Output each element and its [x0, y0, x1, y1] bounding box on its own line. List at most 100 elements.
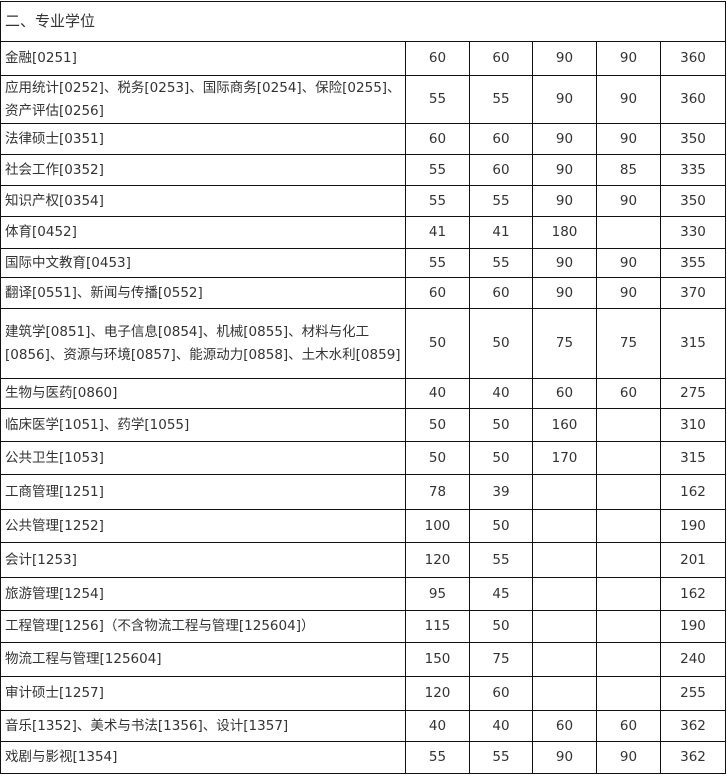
program-name: 工商管理[1251]: [0, 474, 406, 510]
score-col-1: 115: [405, 610, 470, 643]
total-score: 255: [659, 676, 727, 711]
score-col-4: 90: [596, 123, 661, 155]
score-col-3: 90: [532, 154, 597, 186]
score-col-1: 55: [405, 75, 470, 124]
score-col-3: [532, 676, 597, 711]
score-col-1: 120: [405, 676, 470, 711]
table-row: 应用统计[0252]、税务[0253]、国际商务[0254]、保险[0255]、…: [0, 75, 727, 124]
table-row: 临床医学[1051]、药学[1055] 50 50 160 310: [0, 408, 727, 442]
program-name: 建筑学[0851]、电子信息[0854]、机械[0855]、材料与化工[0856…: [0, 308, 406, 379]
score-col-4: 90: [596, 741, 661, 774]
total-score: 360: [659, 75, 727, 124]
score-col-4: [596, 509, 661, 543]
score-col-2: 40: [469, 710, 533, 742]
program-name: 戏剧与影视[1354]: [0, 741, 406, 774]
program-name: 会计[1253]: [0, 542, 406, 578]
score-col-3: 160: [532, 408, 597, 442]
score-col-4: 60: [596, 378, 661, 409]
score-col-2: 55: [469, 185, 533, 217]
program-name: 旅游管理[1254]: [0, 577, 406, 611]
table-row: 知识产权[0354] 55 55 90 90 350: [0, 185, 727, 217]
table-row: 戏剧与影视[1354] 55 55 90 90 362: [0, 741, 727, 774]
score-col-1: 55: [405, 154, 470, 186]
total-score: 162: [659, 577, 727, 611]
score-col-2: 41: [469, 216, 533, 249]
score-col-3: 90: [532, 41, 597, 76]
program-name: 公共管理[1252]: [0, 509, 406, 543]
score-col-4: [596, 474, 661, 510]
score-col-3: 75: [532, 308, 597, 379]
program-name: 物流工程与管理[125604]: [0, 642, 406, 677]
score-col-3: 60: [532, 378, 597, 409]
section-title: 二、专业学位: [0, 1, 727, 42]
score-col-1: 50: [405, 408, 470, 442]
score-col-3: 60: [532, 710, 597, 742]
score-col-4: 90: [596, 248, 661, 278]
score-col-2: 40: [469, 378, 533, 409]
program-name: 知识产权[0354]: [0, 185, 406, 217]
score-col-2: 50: [469, 408, 533, 442]
total-score: 240: [659, 642, 727, 677]
table-row: 音乐[1352]、美术与书法[1356]、设计[1357] 40 40 60 60 362: [0, 710, 727, 742]
total-score: 190: [659, 610, 727, 643]
program-name: 公共卫生[1053]: [0, 441, 406, 475]
total-score: 315: [659, 308, 727, 379]
score-col-1: 40: [405, 710, 470, 742]
table-row: 建筑学[0851]、电子信息[0854]、机械[0855]、材料与化工[0856…: [0, 308, 727, 379]
section-header-row: 二、专业学位: [0, 1, 727, 42]
table-row: 公共管理[1252] 100 50 190: [0, 509, 727, 543]
score-col-4: [596, 542, 661, 578]
score-col-2: 75: [469, 642, 533, 677]
table-row: 国际中文教育[0453] 55 55 90 90 355: [0, 248, 727, 278]
score-col-3: 90: [532, 248, 597, 278]
score-col-4: [596, 577, 661, 611]
total-score: 190: [659, 509, 727, 543]
score-col-3: 170: [532, 441, 597, 475]
score-col-1: 60: [405, 41, 470, 76]
score-col-3: [532, 474, 597, 510]
table-row: 物流工程与管理[125604] 150 75 240: [0, 642, 727, 677]
score-col-1: 60: [405, 123, 470, 155]
total-score: 370: [659, 277, 727, 309]
score-col-1: 55: [405, 248, 470, 278]
score-col-4: 90: [596, 75, 661, 124]
table-row: 法律硕士[0351] 60 60 90 90 350: [0, 123, 727, 155]
program-name: 国际中文教育[0453]: [0, 248, 406, 278]
table-row: 体育[0452] 41 41 180 330: [0, 216, 727, 249]
score-col-1: 41: [405, 216, 470, 249]
table-row: 工商管理[1251] 78 39 162: [0, 474, 727, 510]
total-score: 335: [659, 154, 727, 186]
score-col-2: 50: [469, 509, 533, 543]
score-col-4: 60: [596, 710, 661, 742]
score-col-3: [532, 610, 597, 643]
score-col-4: [596, 610, 661, 643]
score-col-2: 55: [469, 75, 533, 124]
program-name: 应用统计[0252]、税务[0253]、国际商务[0254]、保险[0255]、…: [0, 75, 406, 124]
score-col-3: [532, 642, 597, 677]
score-col-1: 120: [405, 542, 470, 578]
score-col-2: 50: [469, 610, 533, 643]
score-col-4: 90: [596, 41, 661, 76]
score-col-3: [532, 542, 597, 578]
program-name: 金融[0251]: [0, 41, 406, 76]
score-col-1: 100: [405, 509, 470, 543]
score-col-2: 60: [469, 676, 533, 711]
score-col-3: 90: [532, 75, 597, 124]
total-score: 201: [659, 542, 727, 578]
score-col-2: 55: [469, 542, 533, 578]
table-row: 会计[1253] 120 55 201: [0, 542, 727, 578]
total-score: 275: [659, 378, 727, 409]
score-col-1: 55: [405, 741, 470, 774]
program-name: 临床医学[1051]、药学[1055]: [0, 408, 406, 442]
score-col-4: 75: [596, 308, 661, 379]
score-col-1: 50: [405, 308, 470, 379]
score-col-1: 50: [405, 441, 470, 475]
total-score: 362: [659, 710, 727, 742]
score-col-3: 180: [532, 216, 597, 249]
score-col-2: 60: [469, 41, 533, 76]
score-col-1: 78: [405, 474, 470, 510]
table-row: 翻译[0551]、新闻与传播[0552] 60 60 90 90 370: [0, 277, 727, 309]
program-name: 音乐[1352]、美术与书法[1356]、设计[1357]: [0, 710, 406, 742]
score-col-4: [596, 676, 661, 711]
table-row: 社会工作[0352] 55 60 90 85 335: [0, 154, 727, 186]
